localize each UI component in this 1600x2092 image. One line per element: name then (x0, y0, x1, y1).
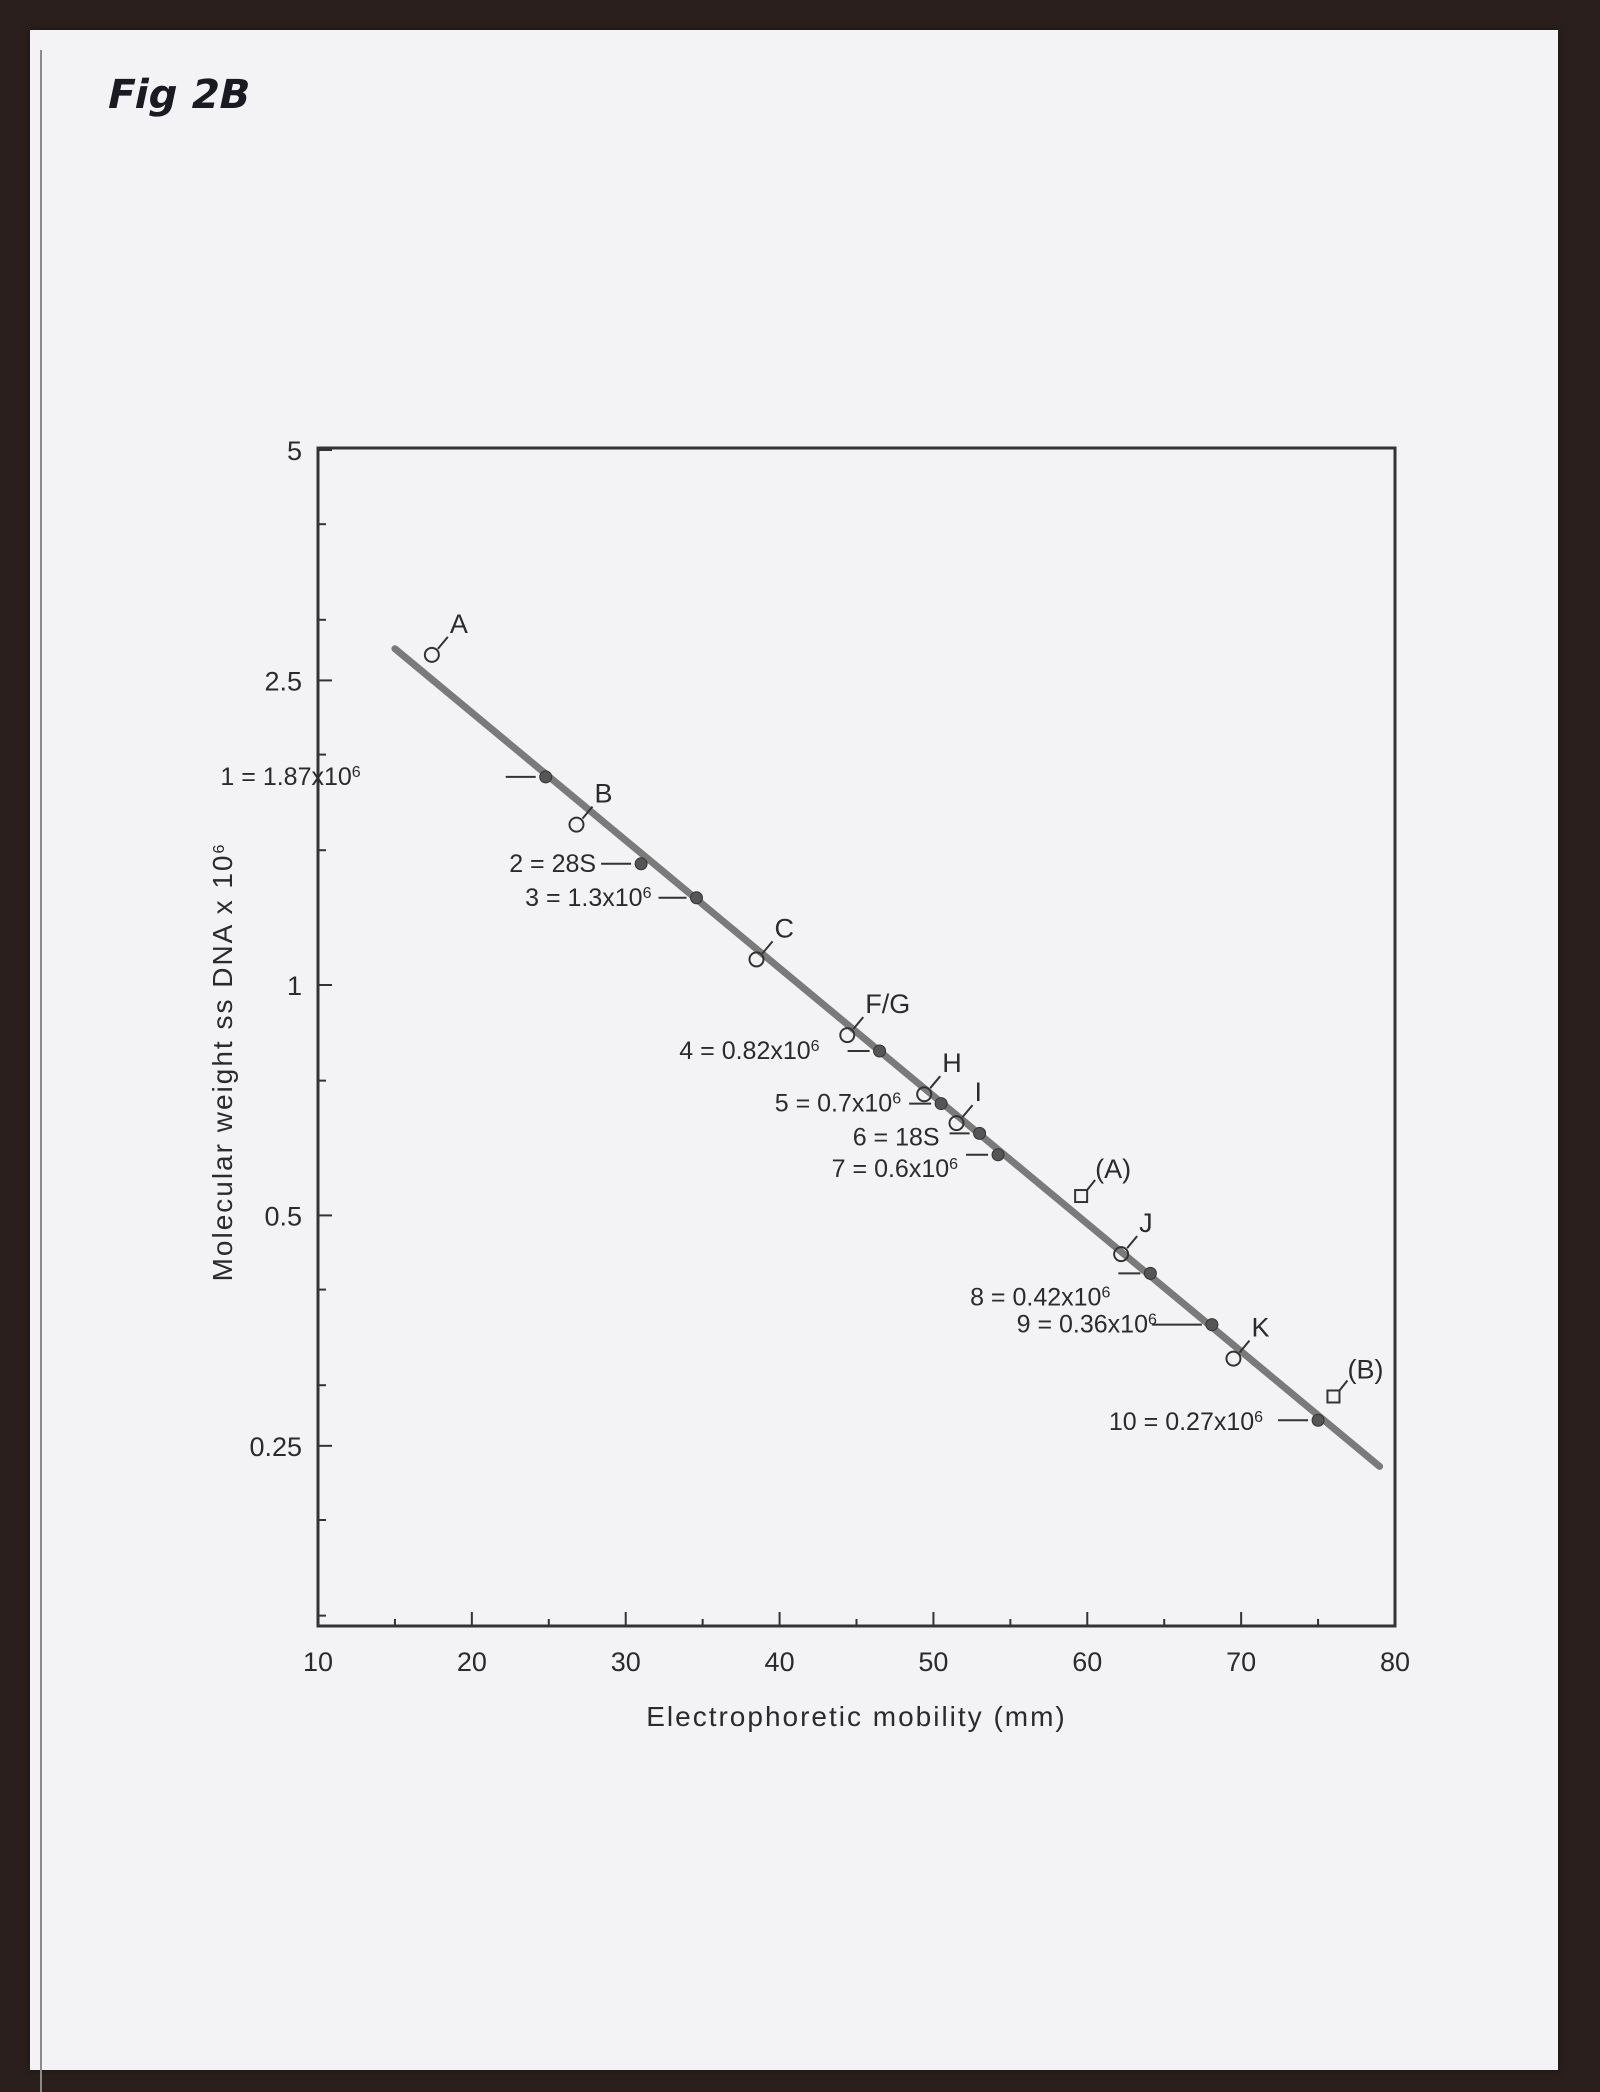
sample-label: K (1251, 1313, 1269, 1343)
plot-frame (316, 446, 1397, 1628)
standard-label: 7 = 0.6x106 (832, 1155, 958, 1183)
sample-label: C (774, 913, 794, 943)
standard-label: 1 = 1.87x106 (220, 763, 360, 791)
x-tick-label: 10 (303, 1647, 333, 1677)
standard-label: 4 = 0.82x106 (679, 1037, 819, 1065)
square-leader (1338, 1379, 1349, 1392)
standard-point (991, 1148, 1005, 1162)
standard-point (1205, 1318, 1219, 1332)
y-tick-label: 2.5 (264, 666, 302, 696)
square-label: (B) (1347, 1354, 1383, 1384)
y-tick-label: 0.25 (249, 1432, 302, 1462)
sample-point (568, 816, 585, 833)
sample-leader (929, 1075, 941, 1089)
standard-label: 6 = 18S (853, 1123, 940, 1151)
sample-leader (581, 805, 594, 820)
x-axis-title: Electrophoretic mobility (mm) (646, 1701, 1067, 1732)
standard-point (973, 1126, 987, 1140)
standard-point (934, 1097, 948, 1111)
standard-label: 10 = 0.27x106 (1109, 1408, 1263, 1436)
standard-label: 8 = 0.42x106 (970, 1283, 1110, 1311)
paper-sheet (30, 30, 1558, 2070)
standard-point (539, 770, 553, 784)
sample-point (839, 1027, 856, 1044)
y-tick-label: 1 (287, 971, 302, 1001)
x-tick-label: 70 (1226, 1647, 1256, 1677)
standard-label: 5 = 0.7x106 (775, 1090, 901, 1118)
sample-leader (1238, 1339, 1251, 1354)
x-tick-label: 20 (457, 1647, 487, 1677)
sample-point (948, 1115, 965, 1132)
standard-label: 9 = 0.36x106 (1017, 1311, 1157, 1339)
x-tick-label: 30 (611, 1647, 641, 1677)
standard-label: 2 = 28S (509, 850, 596, 878)
sample-label: I (975, 1077, 983, 1107)
square-point (1074, 1189, 1089, 1204)
sample-label: H (942, 1048, 962, 1078)
square-leader (1086, 1179, 1096, 1191)
standard-point (634, 857, 648, 871)
x-tick-label: 50 (918, 1647, 948, 1677)
sample-point (1113, 1246, 1130, 1263)
sample-label: A (450, 609, 468, 639)
x-tick-label: 40 (765, 1647, 795, 1677)
standard-point (873, 1044, 887, 1058)
sample-leader (1126, 1235, 1138, 1249)
sample-point (423, 646, 440, 663)
sample-leader (437, 636, 449, 650)
sample-label: J (1139, 1208, 1153, 1238)
sample-point (748, 951, 765, 968)
sample-point (1225, 1350, 1242, 1367)
sample-leader (761, 940, 774, 955)
sample-label: B (594, 779, 612, 809)
sample-leader (961, 1104, 974, 1118)
y-tick-label: 0.5 (264, 1201, 302, 1231)
y-tick-label: 5 (287, 436, 302, 466)
standard-point (689, 891, 703, 905)
x-tick-label: 60 (1072, 1647, 1102, 1677)
page-edge-rule (40, 50, 42, 2092)
sample-point (916, 1086, 933, 1103)
regression-line (391, 645, 1384, 1470)
y-axis-title: Molecular weight ss DNA x 106 (207, 843, 238, 1282)
sample-leader (852, 1016, 865, 1030)
x-tick-label: 80 (1380, 1647, 1410, 1677)
sample-label: F/G (865, 989, 910, 1019)
square-point (1326, 1389, 1341, 1404)
square-label: (A) (1095, 1154, 1131, 1184)
standard-label: 3 = 1.3x106 (525, 884, 651, 912)
standard-point (1143, 1266, 1157, 1280)
standard-point (1311, 1413, 1325, 1427)
